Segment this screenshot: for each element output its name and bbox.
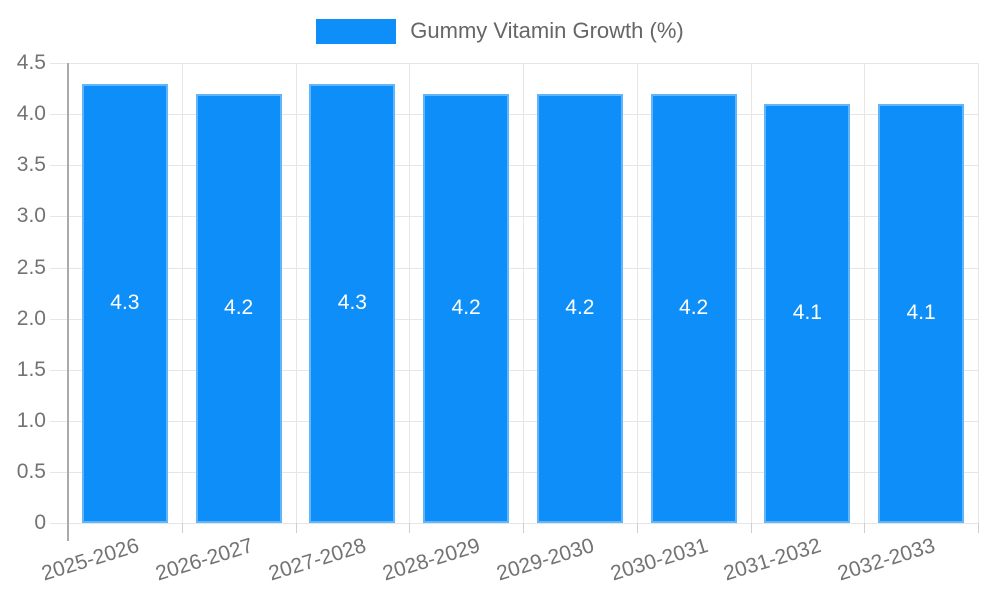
y-tick-label: 3.0: [16, 204, 46, 228]
x-gridline: [978, 63, 979, 523]
y-gridline: [50, 420, 978, 422]
x-gridline: [636, 63, 638, 523]
bar: [536, 93, 623, 523]
bar: [81, 83, 168, 523]
y-gridline: [50, 165, 978, 167]
legend-swatch[interactable]: [316, 18, 397, 44]
y-tick-label: 3.5: [16, 153, 46, 177]
x-axis-tick: [181, 523, 183, 533]
y-axis-line: [67, 63, 69, 541]
x-axis-tick: [523, 523, 524, 533]
y-gridline: [50, 114, 978, 116]
y-tick-label: 4.0: [16, 102, 46, 126]
bar-value-label: 4.1: [906, 301, 936, 325]
x-gridline: [181, 63, 183, 523]
bar-value-label: 4.2: [679, 296, 709, 320]
bar-value-label: 4.2: [565, 296, 595, 320]
y-gridline: [50, 318, 978, 320]
bar: [650, 93, 737, 523]
y-gridline: [50, 216, 978, 218]
legend-label[interactable]: Gummy Vitamin Growth (%): [410, 18, 684, 43]
y-tick-label: 2.0: [16, 306, 46, 330]
x-gridline: [750, 63, 752, 523]
bar: [423, 93, 510, 523]
y-gridline: [50, 63, 978, 65]
bar: [309, 83, 396, 523]
x-axis-tick: [636, 523, 638, 533]
bar: [878, 103, 965, 523]
bar-value-label: 4.3: [337, 291, 367, 315]
bar: [195, 93, 282, 523]
legend[interactable]: Gummy Vitamin Growth (%): [0, 18, 1000, 44]
y-tick-label: 1.0: [16, 408, 46, 432]
x-axis-tick: [864, 523, 866, 533]
x-axis-tick: [750, 523, 752, 533]
y-gridline: [50, 267, 978, 269]
x-gridline: [295, 63, 297, 523]
x-gridline: [523, 63, 524, 523]
x-axis-tick: [409, 523, 411, 533]
y-gridline: [50, 523, 978, 524]
y-gridline: [50, 369, 978, 371]
x-axis-tick: [295, 523, 297, 533]
bar-value-label: 4.2: [224, 296, 254, 320]
bar-value-label: 4.3: [110, 291, 140, 315]
bar: [764, 103, 851, 523]
y-tick-label: 2.5: [16, 255, 46, 279]
x-axis-tick: [978, 523, 979, 533]
y-tick-label: 1.5: [16, 357, 46, 381]
x-gridline: [864, 63, 866, 523]
y-tick-label: 0.5: [16, 459, 46, 483]
y-tick-label: 0: [34, 511, 46, 534]
y-gridline: [50, 471, 978, 473]
bar-value-label: 4.1: [792, 301, 822, 325]
x-gridline: [409, 63, 411, 523]
y-tick-label: 4.5: [16, 51, 46, 75]
bar-value-label: 4.2: [451, 296, 481, 320]
